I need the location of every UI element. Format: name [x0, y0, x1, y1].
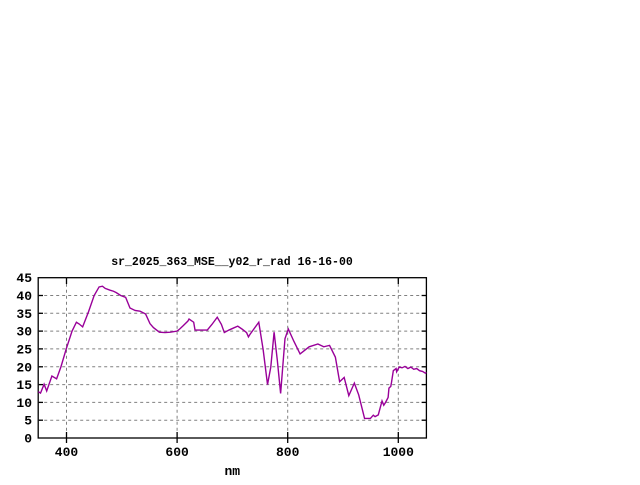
svg-text:sr_2025_363_MSE__y02_r_rad 16-: sr_2025_363_MSE__y02_r_rad 16-16-00	[111, 256, 353, 269]
svg-text:0: 0	[24, 432, 32, 447]
svg-text:20: 20	[16, 360, 32, 375]
svg-text:nm: nm	[224, 464, 240, 479]
svg-text:800: 800	[276, 445, 300, 460]
svg-text:45: 45	[16, 271, 32, 286]
svg-text:1000: 1000	[383, 445, 414, 460]
svg-text:25: 25	[16, 342, 32, 357]
svg-text:30: 30	[16, 325, 32, 340]
svg-text:15: 15	[16, 378, 32, 393]
svg-text:35: 35	[16, 307, 32, 322]
svg-text:5: 5	[24, 414, 32, 429]
svg-text:10: 10	[16, 396, 32, 411]
svg-text:400: 400	[55, 445, 79, 460]
svg-text:600: 600	[165, 445, 189, 460]
svg-text:40: 40	[16, 289, 32, 304]
